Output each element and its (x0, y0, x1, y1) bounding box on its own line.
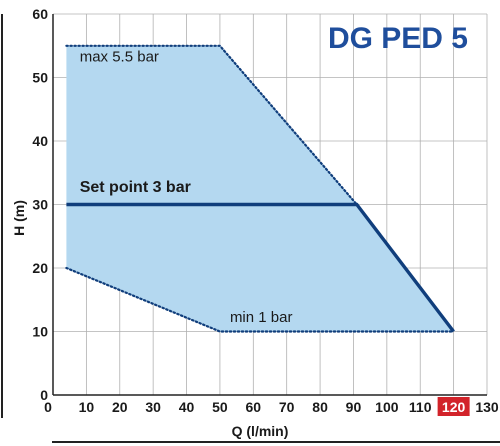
y-tick-label-4: 40 (32, 133, 48, 149)
x-tick-label-1: 10 (79, 399, 95, 415)
x-tick-label-4: 40 (179, 399, 195, 415)
series-line-0 (66, 202, 455, 333)
x-tick-label-7: 70 (279, 399, 295, 415)
series-line-2 (65, 266, 455, 333)
x-tick-label-2: 20 (112, 399, 128, 415)
x-tick-highlight (437, 397, 470, 416)
y-tick-label-1: 10 (32, 324, 48, 340)
x-tick-label-11: 110 (409, 399, 432, 415)
y-tick-label-0: 0 (40, 387, 48, 403)
x-tick-label-12: 120 (442, 399, 466, 415)
chart-title: DG PED 5 (328, 22, 468, 55)
y-axis-title: H (m) (11, 200, 27, 236)
x-tick-label-3: 30 (145, 399, 161, 415)
x-tick-label-10: 100 (375, 399, 399, 415)
x-tick-label-6: 60 (246, 399, 262, 415)
series-line-1 (65, 44, 358, 206)
x-tick-label-0: 0 (44, 399, 52, 415)
y-tick-labels: 0 10 20 30 40 50 60 (32, 6, 48, 403)
y-tick-label-2: 20 (32, 260, 48, 276)
annotation-2: min 1 bar (230, 309, 293, 326)
x-tick-label-9: 90 (346, 399, 362, 415)
x-axis-title: Q (l/min) (232, 423, 289, 439)
annotations: max 5.5 bar Set point 3 bar min 1 bar (80, 49, 293, 326)
x-tick-label-13: 130 (475, 399, 499, 415)
series-lines (65, 44, 455, 333)
x-tick-label-8: 80 (312, 399, 328, 415)
operating-region (66, 45, 454, 332)
annotation-1: Set point 3 bar (80, 179, 191, 196)
x-tick-labels: 0 10 20 30 40 50 60 70 80 90 100 110 120 130 (44, 397, 499, 416)
x-tick-label-5: 50 (212, 399, 228, 415)
y-tick-label-3: 30 (32, 197, 48, 213)
y-tick-label-5: 50 (32, 70, 48, 86)
annotation-0: max 5.5 bar (80, 49, 159, 66)
y-tick-label-6: 60 (32, 6, 48, 22)
